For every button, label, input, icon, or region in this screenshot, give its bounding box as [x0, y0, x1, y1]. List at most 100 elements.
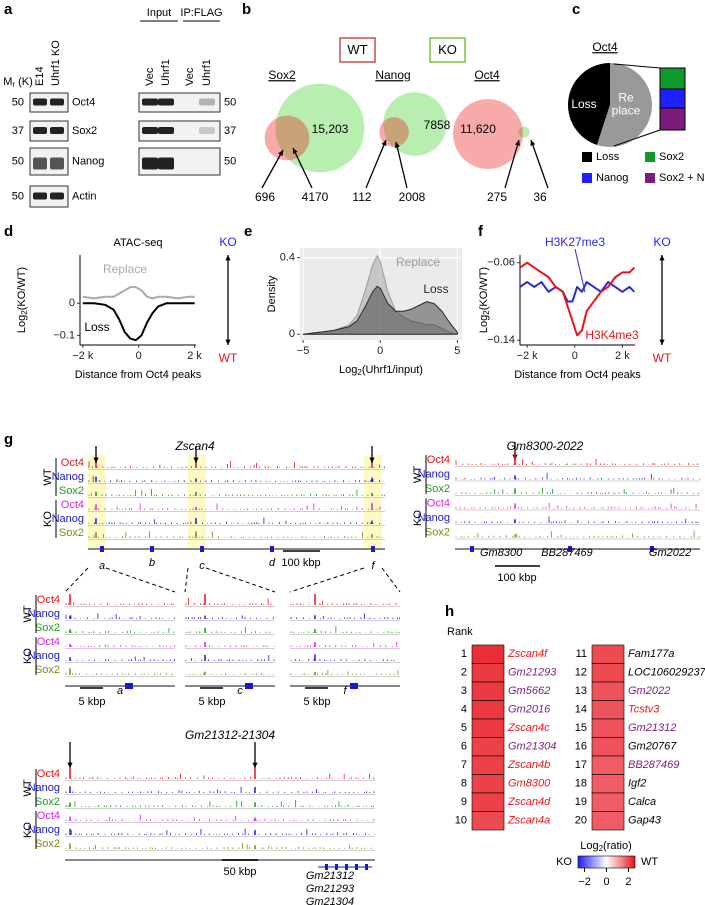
label-part: 2	[599, 844, 604, 853]
gene-label: Igf2	[628, 778, 646, 790]
rank-label: 11	[576, 648, 587, 660]
blot-band	[33, 98, 47, 106]
protein-label: Sox2	[72, 125, 97, 137]
rank-label: 4	[461, 704, 467, 716]
legend-label: Loss	[596, 151, 620, 163]
gene-label: Zscan4a	[507, 815, 550, 827]
zoom-line	[205, 567, 276, 593]
colorbar	[577, 855, 636, 869]
label-part: 2	[20, 310, 29, 315]
panel-letter: b	[242, 1, 251, 18]
heatmap-cell	[591, 774, 625, 794]
scale-label: 5 kbp	[79, 696, 106, 708]
pie-slice	[568, 63, 610, 145]
heatmap-cell	[591, 718, 625, 738]
venn-title: Oct4	[474, 68, 500, 82]
lane-label: Vec	[184, 67, 196, 86]
arrow-head	[659, 255, 665, 261]
legend-label: Sox2 + Nanog	[659, 172, 705, 184]
arrow-head	[225, 339, 231, 345]
track-label: Sox2	[35, 664, 60, 676]
count: 275	[487, 190, 507, 204]
direction-label: WT	[653, 351, 672, 365]
blot-band	[50, 157, 64, 170]
rank-label: 6	[461, 741, 467, 753]
group-label: Input	[147, 7, 171, 19]
count: 7858	[424, 118, 451, 132]
pie-label: Re	[618, 91, 634, 105]
heatmap-cell	[591, 700, 625, 720]
gene-label: Gm21293	[508, 667, 557, 679]
blot	[29, 185, 69, 208]
rank-label: 12	[575, 667, 587, 679]
y-tick-label: 0	[289, 328, 295, 340]
label-part: (ratio)	[603, 840, 632, 852]
panel-letter: f	[478, 223, 484, 240]
gene-label: f	[343, 685, 347, 697]
rank-label: 17	[575, 759, 587, 771]
arrow-shaft	[504, 139, 520, 189]
heatmap-cell	[471, 774, 505, 794]
x-tick-label: 5	[454, 345, 460, 357]
arrow-head	[292, 148, 298, 154]
rank-label: 5	[461, 722, 467, 734]
x-tick-label: 0	[377, 345, 383, 357]
group-label: KO	[22, 648, 34, 664]
gene	[371, 546, 375, 552]
track-label: Sox2	[425, 526, 450, 538]
blot-band	[142, 127, 158, 134]
region-title: Zscan4	[174, 439, 215, 453]
gene-label: Gm8300	[508, 778, 551, 790]
zoom-line	[289, 567, 365, 593]
gene	[100, 546, 104, 552]
label-pointer	[574, 248, 586, 293]
density-area	[302, 285, 458, 335]
blot-band	[158, 98, 174, 106]
track-label: Nanog	[52, 513, 84, 525]
gene-label: a	[117, 685, 123, 697]
count: 36	[533, 190, 547, 204]
arrow-shaft	[395, 141, 408, 189]
gene	[470, 546, 474, 552]
track-label: Sox2	[59, 485, 84, 497]
gene-label: Gm5662	[508, 685, 550, 697]
track-label: Sox2	[35, 796, 60, 808]
rank-label: 14	[575, 704, 587, 716]
gene	[568, 546, 572, 552]
track-label: Oct4	[37, 594, 60, 606]
label-part: Log	[339, 364, 357, 376]
arrow-head	[67, 762, 73, 768]
rank-label: 8	[461, 778, 467, 790]
scale-label: 100 kbp	[281, 557, 320, 569]
group-label: KO	[22, 822, 34, 838]
mw-label: 50	[224, 155, 236, 167]
blot-band	[142, 98, 158, 106]
legend-swatch	[645, 173, 655, 183]
heatmap-cell	[471, 644, 505, 664]
mw-label: 37	[12, 125, 24, 137]
pie-label: place	[612, 104, 641, 118]
rank-label: 18	[575, 778, 587, 790]
track-label: Oct4	[61, 499, 84, 511]
series-label: Loss	[423, 282, 448, 296]
label-part: Log	[16, 315, 28, 333]
direction-label: KO	[653, 235, 670, 249]
x-axis-label: Distance from Oct4 peaks	[75, 369, 202, 381]
gene-label: d	[269, 557, 276, 569]
gene-label: Zscan4b	[507, 759, 550, 771]
y-axis-label: Log2(KO/WT)	[478, 267, 491, 333]
count: 2008	[399, 190, 426, 204]
count: 11,620	[460, 122, 496, 136]
rank-label: 15	[575, 722, 587, 734]
zoom-line	[105, 567, 176, 593]
gene-label: LOC106029237	[628, 667, 705, 679]
x-tick-label: −2 k	[72, 350, 94, 362]
panel-letter: d	[4, 223, 13, 240]
label-part: M	[3, 76, 12, 88]
gene-label: c	[237, 685, 243, 697]
blot-band	[33, 127, 47, 134]
panel-letter: e	[244, 223, 252, 240]
arrow-head	[530, 140, 536, 146]
legend-swatch	[645, 152, 655, 162]
blot-band	[158, 157, 174, 170]
